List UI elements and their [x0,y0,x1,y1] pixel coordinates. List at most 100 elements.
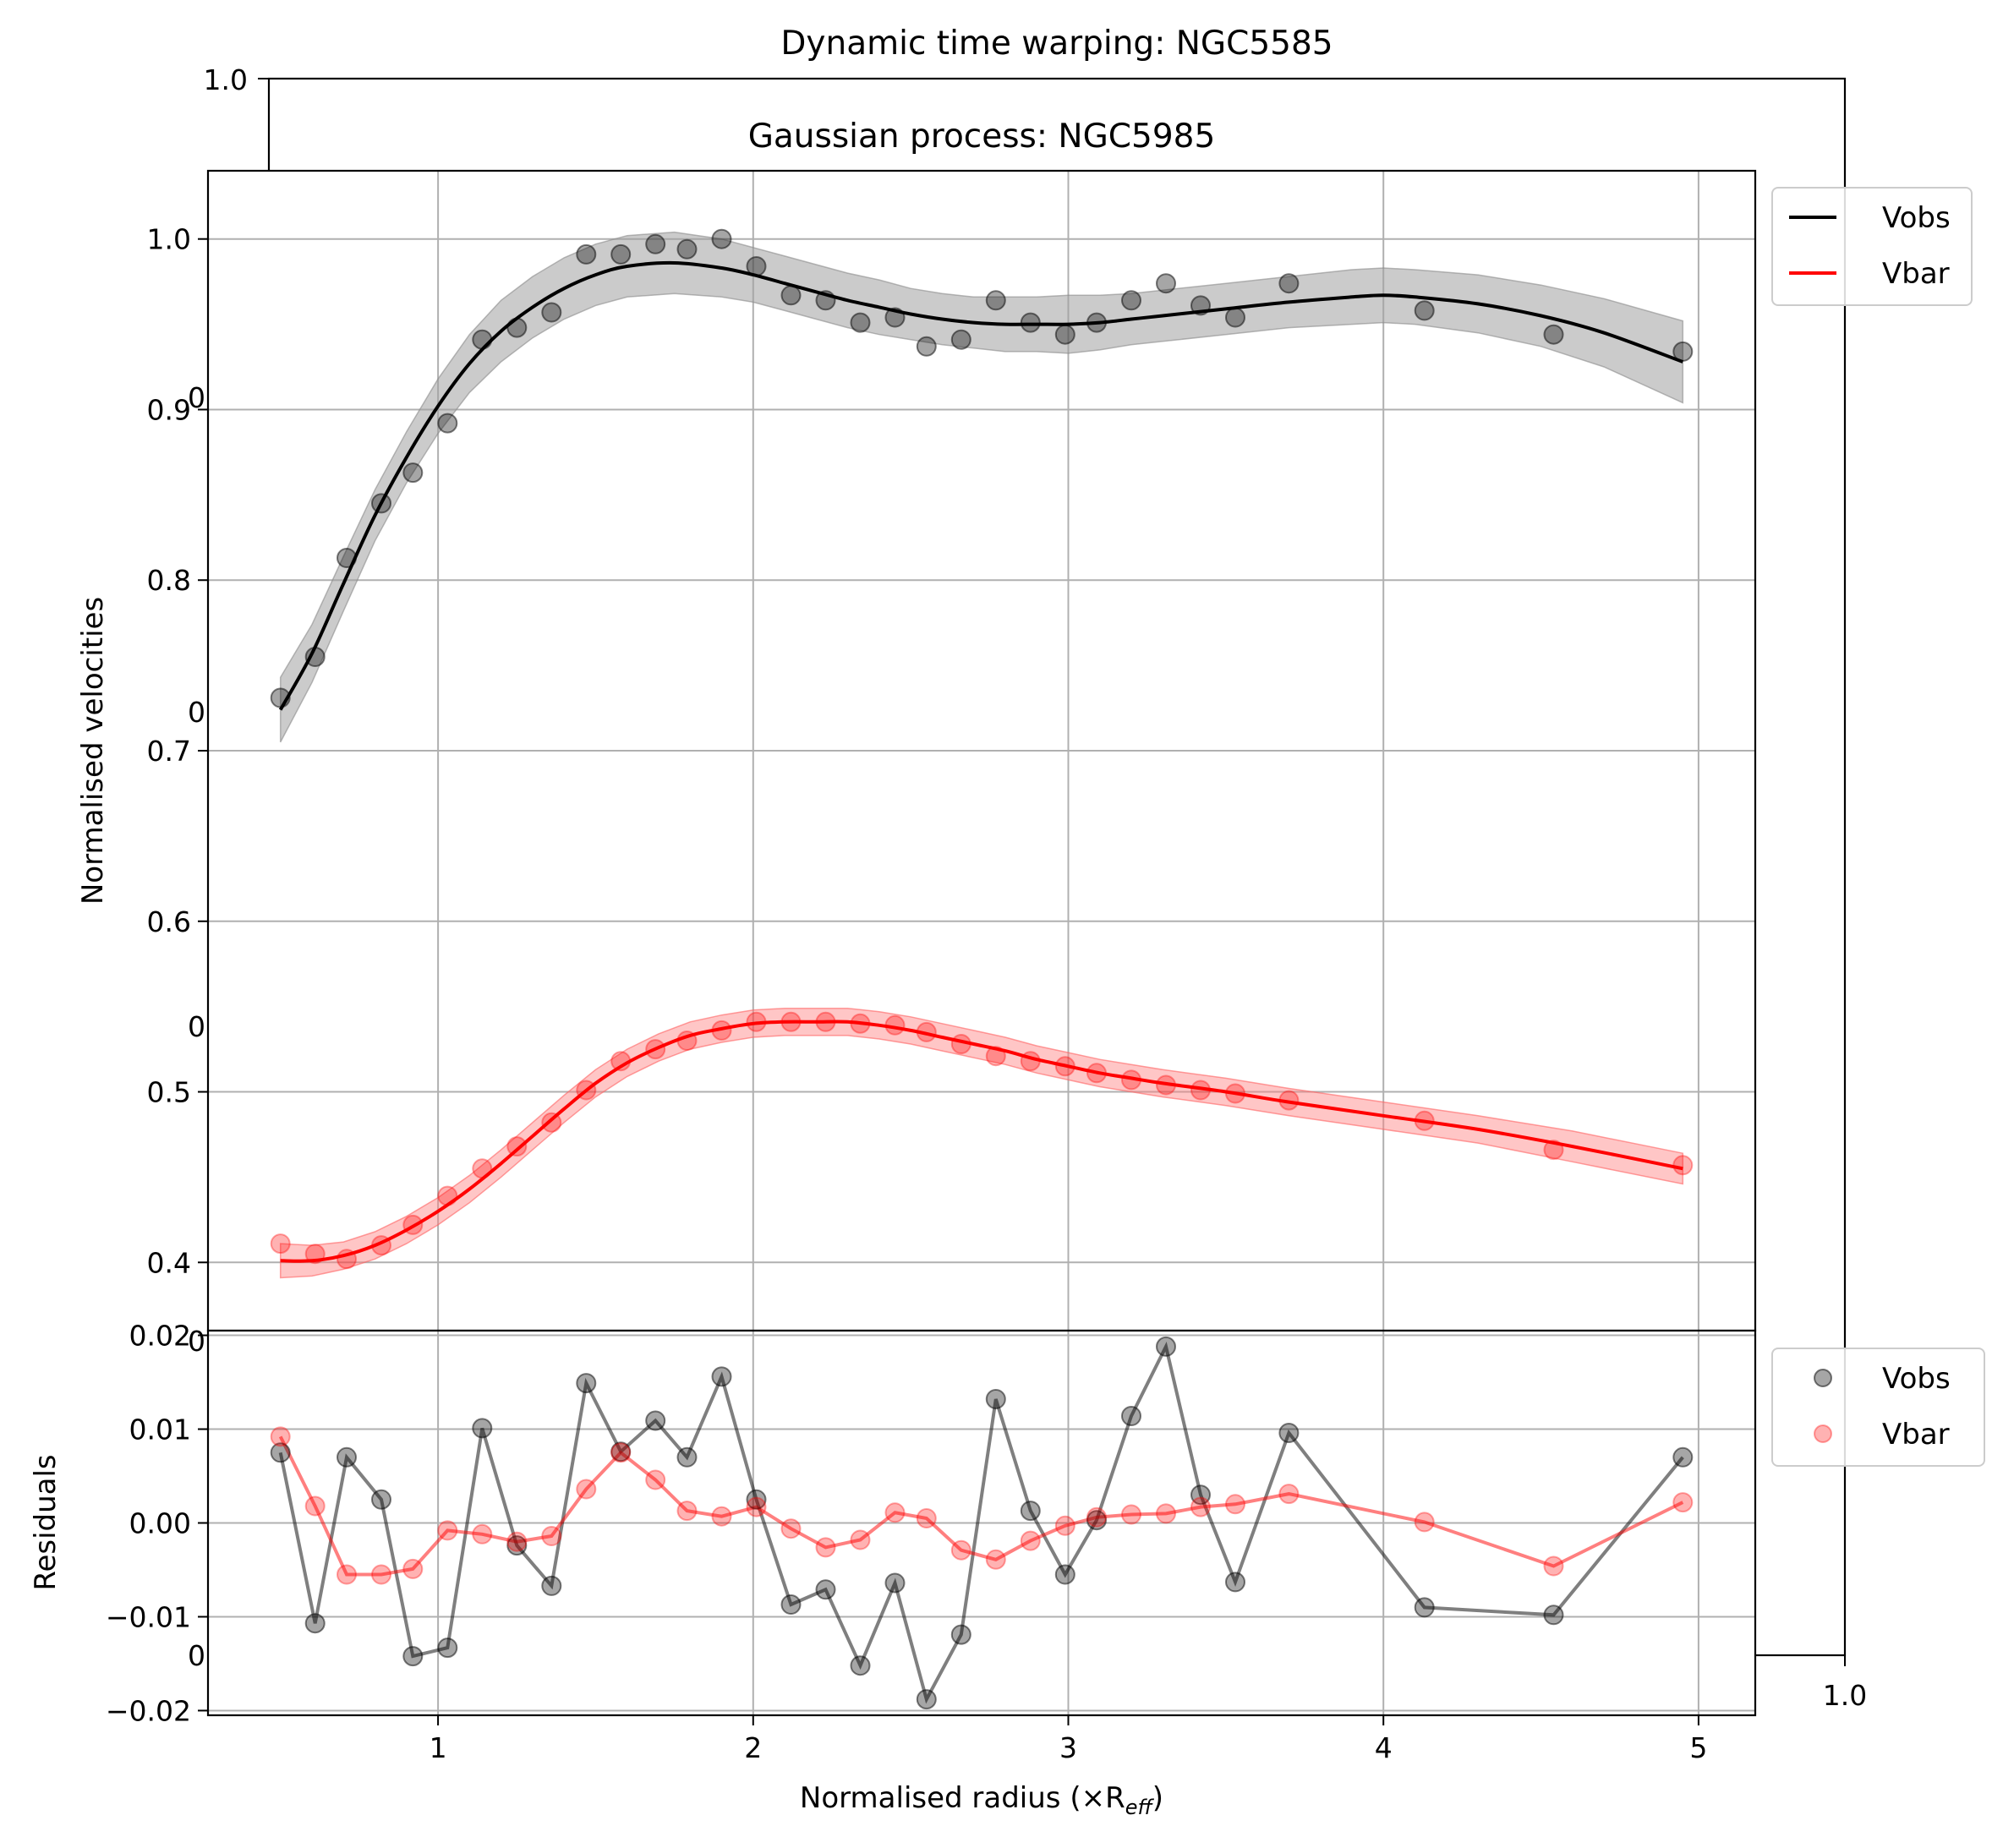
vobs-data-point [1157,274,1175,293]
background-ytick-label: 0 [188,1010,205,1043]
vobs-data-point [1415,301,1434,320]
residual-ytick-label: 0.00 [129,1507,191,1540]
xtick-label: 4 [1375,1731,1393,1764]
vobs-data-point [1545,325,1563,344]
vobs-data-point [987,291,1005,309]
vobs-residual-point [1122,1407,1141,1425]
vobs-residual-point [577,1374,595,1392]
vobs-residual-point [542,1577,561,1595]
vbar-residual-point [1226,1495,1245,1513]
vobs-data-point [542,303,561,322]
vobs-residual-point [1673,1448,1692,1467]
vobs-data-point [646,235,665,254]
gp-ylabel: Normalised velocities [76,597,110,905]
background-title: Dynamic time warping: NGC5585 [780,25,1333,63]
vobs-residual-point [473,1419,491,1437]
vobs-residual-point [372,1490,391,1509]
legend-vobs-marker [1814,1370,1831,1386]
vbar-residual-point [542,1527,561,1545]
vbar-residual-point [747,1498,766,1517]
vbar-residual-point [1415,1512,1434,1531]
vobs-data-point [1021,314,1040,332]
gp-ytick-label: 0.8 [147,564,191,597]
vobs-data-point [507,319,526,337]
vobs-data-point [782,286,801,304]
x-axis-label-subscript: eff [1125,1796,1155,1819]
vobs-data-point [1279,274,1298,293]
vobs-residual-point [1279,1424,1298,1442]
legend-residual-frame [1772,1348,1984,1466]
vobs-residual-point [678,1448,697,1467]
vbar-residual-point [438,1521,457,1539]
residual-ytick-label: −0.02 [106,1694,191,1727]
gp-ytick-label: 0.7 [147,735,191,768]
vbar-data-point [1673,1156,1692,1174]
vobs-residual-point [987,1390,1005,1408]
vobs-data-point [611,245,630,264]
vobs-residual-point [1056,1566,1075,1584]
vobs-residual-point [1415,1598,1434,1616]
vbar-residual-point [306,1497,325,1516]
vobs-data-point [1226,309,1245,327]
background-ytick-label: 1.0 [204,63,248,96]
vbar-residual-point [713,1507,731,1526]
vobs-data-point [1122,291,1141,309]
xtick-label: 1 [430,1731,447,1764]
legend-vobs-label: Vobs [1882,201,1951,235]
xtick-label: 3 [1059,1731,1077,1764]
vbar-residual-point [851,1531,870,1550]
vobs-residual-point [403,1647,422,1665]
x-axis-label: Normalised radius (×Reff) [800,1781,1163,1819]
gp-title: Gaussian process: NGC5985 [748,118,1216,156]
residual-ytick-label: 0.02 [129,1320,191,1353]
vobs-data-point [713,230,731,249]
vbar-residual-point [646,1471,665,1490]
vobs-data-point [1056,325,1075,344]
x-axis-label-main: Normalised radius (×R [800,1781,1125,1815]
background-xtick-label: 1.0 [1823,1679,1867,1712]
vobs-residual-point [782,1595,801,1614]
vbar-residual-point [1122,1506,1141,1524]
vobs-residual-point [952,1626,971,1644]
vobs-data-point [678,240,697,259]
vbar-residual-point [1673,1493,1692,1512]
vobs-residual-point [337,1448,356,1467]
gp-panel: 0.4 0.5 0.6 0.7 0.8 0.9 1.0 Gaussian process: … [76,118,1755,1331]
vobs-data-point [952,331,971,349]
vbar-residual-point [1545,1557,1563,1576]
vobs-residual-point [886,1574,905,1593]
vbar-residual-point [337,1566,356,1584]
vobs-residual-point [438,1638,457,1657]
gp-ytick-label: 0.6 [147,905,191,938]
vbar-residual-point [372,1566,391,1584]
vbar-residual-point [987,1550,1005,1569]
vbar-residual-point [1087,1508,1106,1527]
vobs-residual-point [817,1580,835,1599]
vbar-residual-point [271,1427,290,1446]
vbar-residual-point [1191,1498,1210,1517]
vobs-data-point [438,414,457,433]
background-ytick-label: 0 [188,1639,205,1672]
xtick-label: 5 [1689,1731,1707,1764]
vbar-residual-point [403,1560,422,1578]
vobs-residual-point [1226,1572,1245,1591]
vbar-residual-point [1157,1504,1175,1523]
legend-vbar-label: Vbar [1882,1418,1950,1452]
residual-ylabel: Residuals [29,1454,63,1590]
residual-ytick-label: −0.01 [106,1600,191,1633]
vbar-residual-point [473,1525,491,1544]
vobs-residual-point [851,1656,870,1675]
vobs-data-point [403,463,422,482]
legend-residual: Vobs Vbar [1772,1348,1984,1466]
vobs-data-point [577,245,595,264]
vbar-residual-point [952,1541,971,1560]
background-ytick-label: 0 [188,696,205,729]
vbar-residual-point [577,1480,595,1499]
gp-ytick-label: 0.5 [147,1076,191,1109]
gp-ytick-label: 0.4 [147,1246,191,1279]
vobs-residual-point [1545,1605,1563,1624]
vobs-residual-point [1021,1501,1040,1520]
legend-vbar-label: Vbar [1882,257,1950,291]
vobs-data-point [851,314,870,332]
